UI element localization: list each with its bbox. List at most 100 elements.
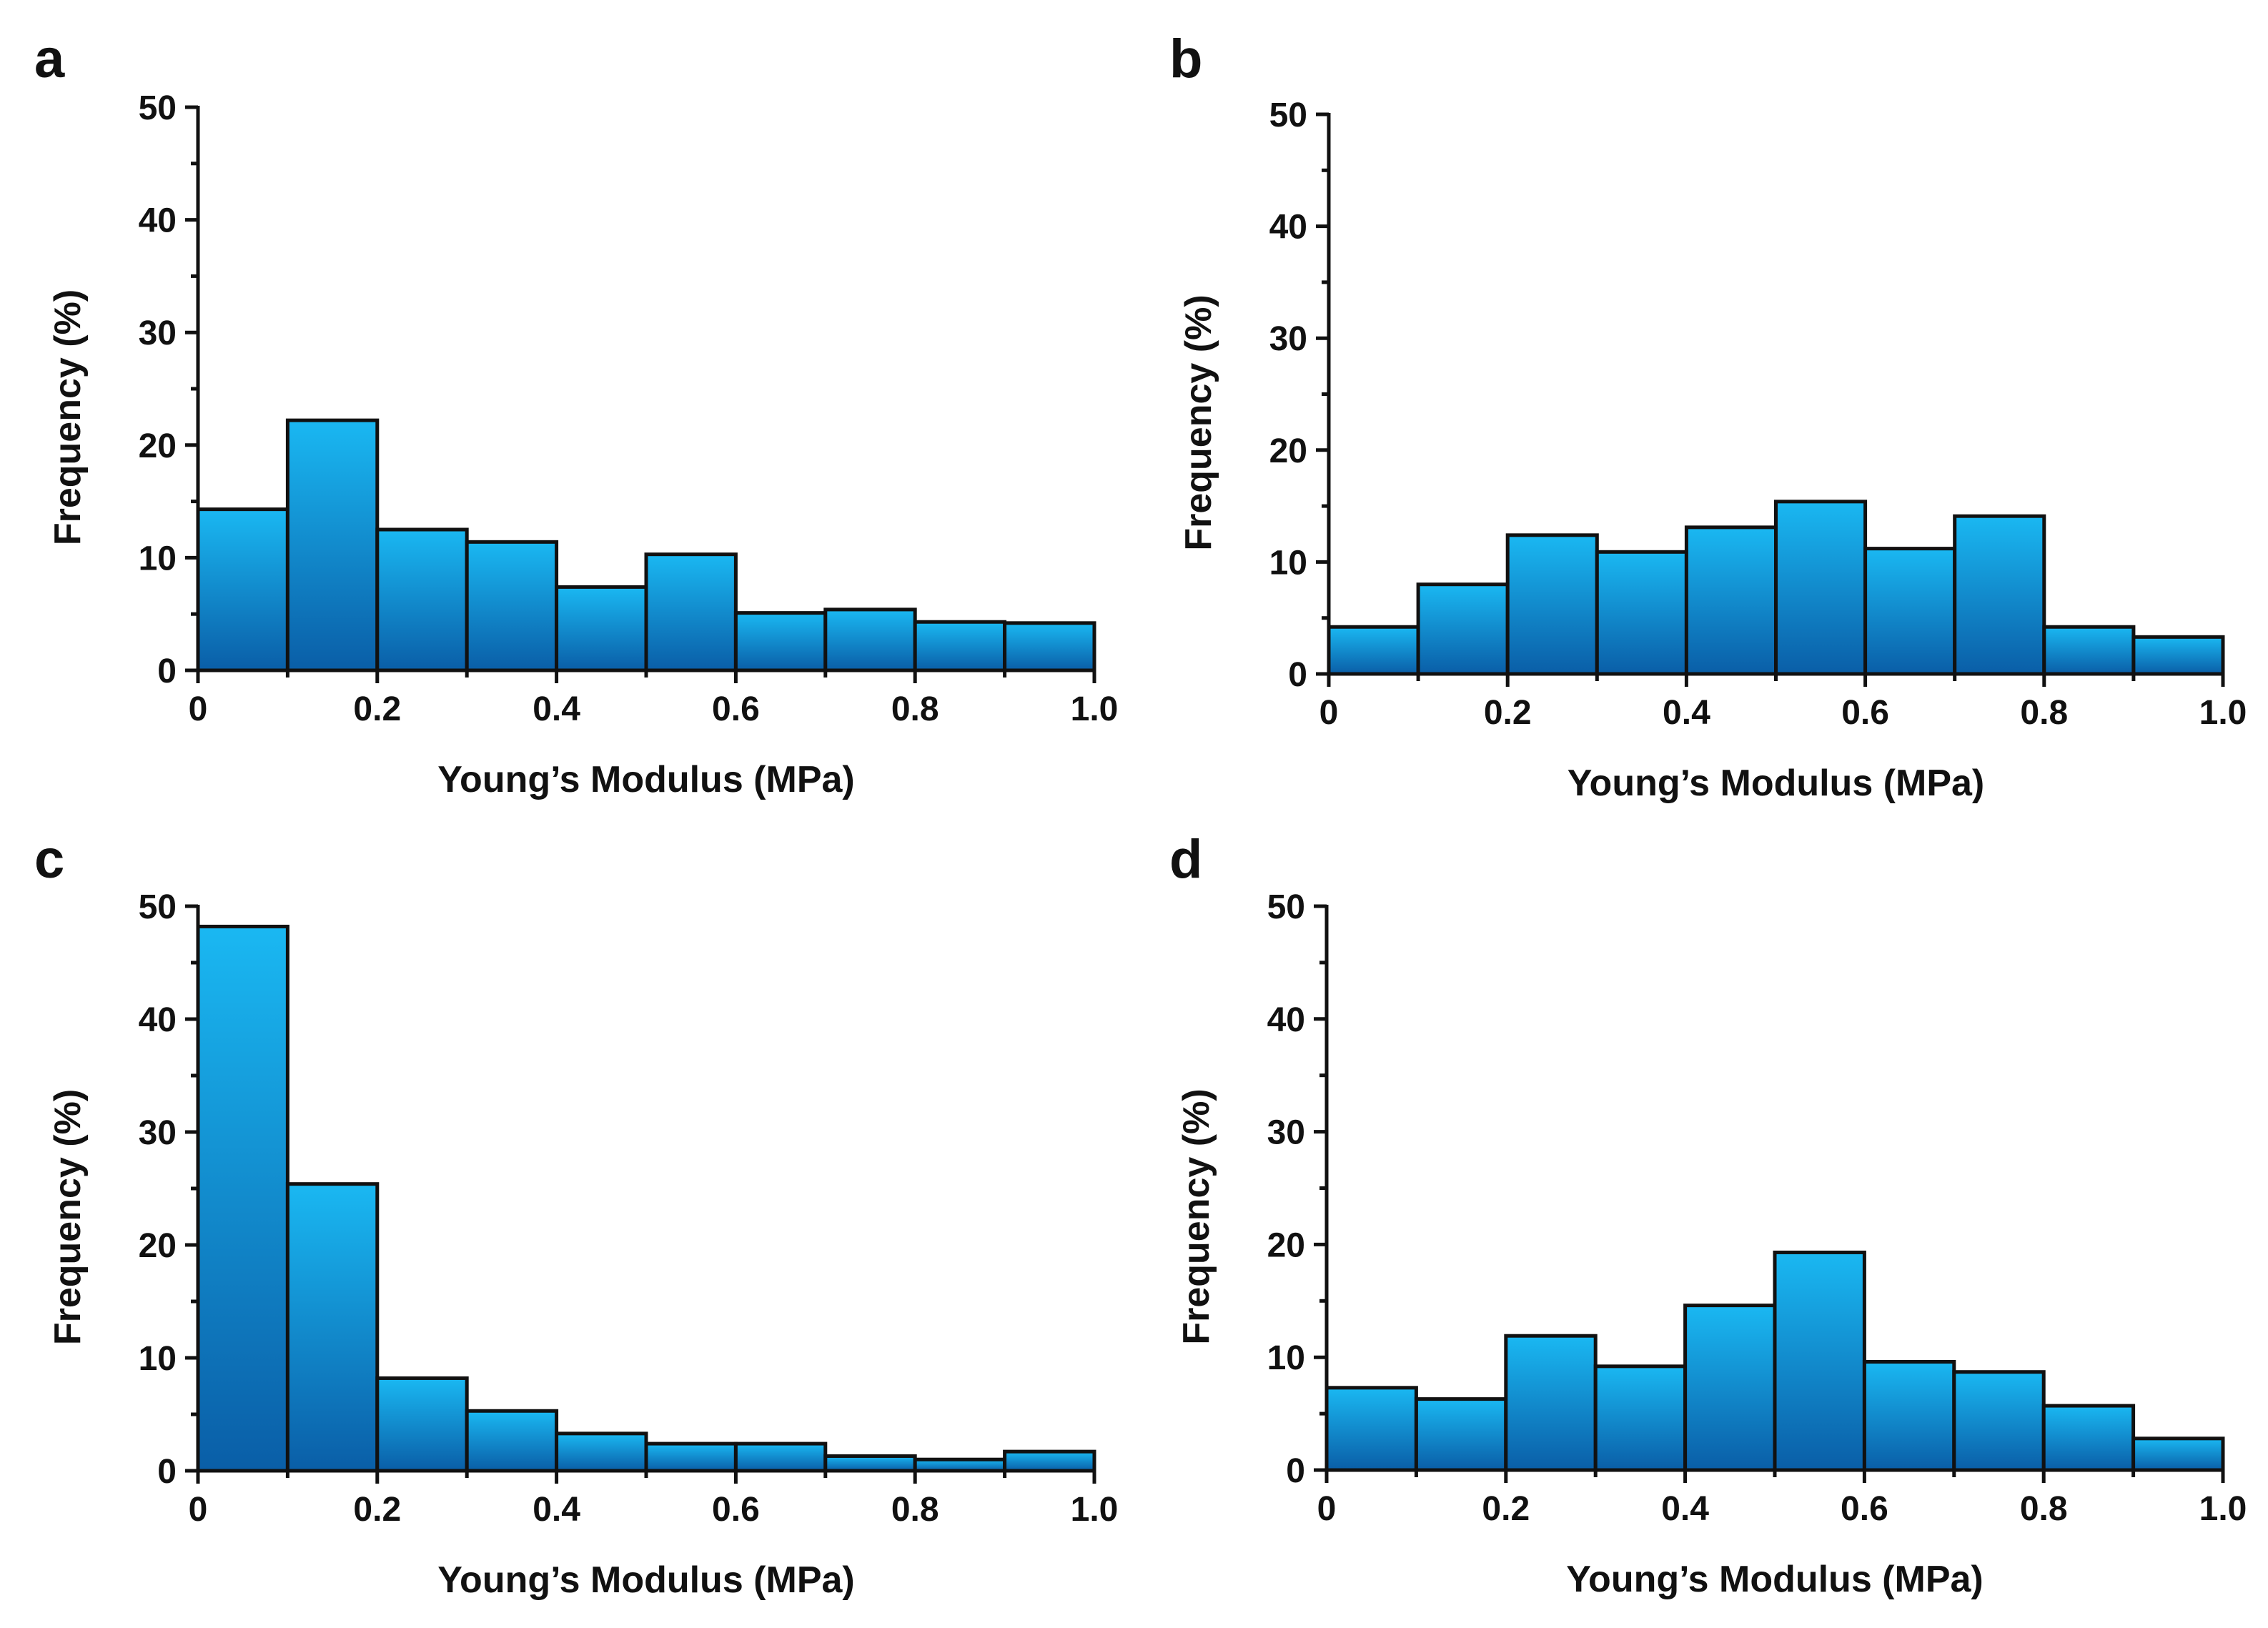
histogram-bar — [1684, 525, 1778, 676]
histogram-bar — [2041, 1404, 2136, 1472]
x-tick-label: 0.8 — [891, 690, 939, 728]
panel-label: d — [1169, 829, 1202, 890]
histogram-bar — [1003, 621, 1096, 672]
x-tick-label: 0.6 — [712, 1491, 760, 1529]
y-tick-label: 0 — [1288, 656, 1307, 694]
x-tick-label: 0.4 — [1661, 1490, 1709, 1528]
y-tick-label: 20 — [1269, 432, 1307, 470]
histogram-bar — [644, 1441, 738, 1473]
x-tick-label: 0.8 — [2020, 694, 2068, 732]
y-axis-title: Frequency (%) — [47, 1089, 89, 1345]
x-axis-title: Young’s Modulus (MPa) — [1566, 1559, 1984, 1600]
y-tick-label: 30 — [139, 1114, 177, 1152]
x-axis-title: Young’s Modulus (MPa) — [437, 759, 855, 800]
x-tick-label: 0.8 — [891, 1491, 939, 1529]
histogram-bar — [375, 527, 469, 672]
histogram-bar — [285, 418, 380, 672]
x-tick-label: 1.0 — [1071, 690, 1119, 728]
y-tick-label: 20 — [1267, 1226, 1305, 1264]
y-tick-label: 10 — [1269, 544, 1307, 582]
histogram-bar — [1953, 514, 2046, 676]
histogram-bar — [733, 611, 828, 672]
y-axis-title: Frequency (%) — [1178, 294, 1219, 550]
histogram-bar — [196, 924, 289, 1473]
panel-label: b — [1169, 29, 1202, 89]
y-tick-label: 40 — [1269, 209, 1307, 247]
histogram-bar — [555, 585, 648, 672]
x-axis-title: Young’s Modulus (MPa) — [437, 1559, 855, 1601]
histogram-bar — [913, 620, 1007, 672]
y-tick-label: 50 — [139, 89, 177, 127]
histogram-bar — [1324, 1386, 1418, 1472]
y-tick-label: 30 — [139, 314, 177, 352]
panel-label: c — [34, 829, 64, 890]
y-tick-label: 20 — [139, 1227, 177, 1265]
x-tick-label: 1.0 — [2199, 694, 2247, 732]
y-tick-label: 50 — [1267, 888, 1305, 926]
histogram-panel-d: d 0 10 20 30 40 50 0 0.2 0.4 0.6 0.8 1.0 Young’s Modu… — [1169, 829, 2247, 1600]
y-tick-label: 30 — [1267, 1114, 1305, 1152]
y-tick-label: 50 — [1269, 96, 1307, 134]
histogram-bar — [1504, 1334, 1598, 1472]
y-tick-label: 50 — [139, 888, 177, 926]
x-tick-label: 1.0 — [2199, 1490, 2247, 1528]
y-axis-title: Frequency (%) — [47, 289, 89, 545]
histogram-bar — [1003, 1449, 1096, 1473]
histogram-bar — [1773, 1250, 1866, 1472]
histogram-bar — [465, 540, 559, 672]
y-tick-label: 40 — [139, 1001, 177, 1039]
x-axis-title: Young’s Modulus (MPa) — [1568, 763, 1985, 804]
histogram-bar — [733, 1441, 828, 1473]
histogram-bar — [1414, 1397, 1508, 1472]
y-tick-label: 10 — [1267, 1339, 1305, 1377]
histogram-bar — [644, 552, 738, 672]
x-tick-label: 0.6 — [712, 690, 760, 728]
x-tick-label: 0.2 — [353, 1491, 401, 1529]
histogram-bar — [1595, 550, 1688, 676]
histogram-bar — [1952, 1370, 2046, 1472]
histogram-bar — [465, 1409, 559, 1473]
histogram-bar — [1505, 533, 1599, 676]
x-tick-label: 0.2 — [1484, 694, 1532, 732]
histogram-bar — [285, 1182, 380, 1473]
histogram-bar — [1593, 1364, 1688, 1472]
histogram-bar — [1863, 547, 1957, 676]
histogram-bar — [1327, 625, 1420, 676]
x-tick-label: 0.4 — [533, 1491, 580, 1529]
histogram-bar — [196, 507, 289, 672]
y-tick-label: 30 — [1269, 320, 1307, 358]
histogram-bar — [2131, 635, 2225, 676]
x-tick-label: 0 — [1317, 1490, 1337, 1528]
histogram-bar — [2042, 625, 2136, 676]
y-tick-label: 10 — [139, 540, 177, 577]
histogram-panel-a: a 0 10 20 30 40 50 0 0.2 0.4 0.6 0.8 1.0 Young’s Modu… — [34, 29, 1118, 800]
x-tick-label: 0 — [189, 1491, 208, 1529]
y-axis-title: Frequency (%) — [1176, 1088, 1217, 1344]
y-tick-label: 0 — [1286, 1452, 1305, 1490]
histogram-bar — [1862, 1360, 1956, 1472]
x-tick-label: 0.2 — [1482, 1490, 1530, 1528]
histogram-bar — [375, 1376, 469, 1473]
x-tick-label: 0 — [1319, 694, 1339, 732]
y-tick-label: 10 — [139, 1340, 177, 1378]
y-tick-label: 20 — [139, 427, 177, 465]
histogram-bar — [1774, 500, 1868, 676]
x-tick-label: 0.6 — [1841, 694, 1889, 732]
x-tick-label: 0 — [189, 690, 208, 728]
x-tick-label: 1.0 — [1071, 1491, 1119, 1529]
histogram-panel-c: c 0 10 20 30 40 50 0 0.2 0.4 0.6 0.8 1.0 Young’s Modu… — [34, 829, 1118, 1601]
histogram-bar — [1416, 582, 1510, 676]
histogram-bar — [823, 1454, 917, 1473]
y-tick-label: 0 — [157, 652, 177, 690]
x-tick-label: 0.6 — [1841, 1490, 1888, 1528]
histogram-panel-b: b 0 10 20 30 40 50 0 0.2 0.4 0.6 0.8 1.0 Young’s Modu… — [1169, 29, 2247, 804]
histogram-bar — [823, 607, 917, 672]
y-tick-label: 0 — [157, 1453, 177, 1491]
x-tick-label: 0.2 — [353, 690, 401, 728]
x-tick-label: 0.8 — [2020, 1490, 2068, 1528]
x-tick-label: 0.4 — [1663, 694, 1710, 732]
histogram-bar — [1683, 1304, 1777, 1472]
y-tick-label: 40 — [1267, 1001, 1305, 1039]
histogram-bar — [555, 1431, 648, 1473]
